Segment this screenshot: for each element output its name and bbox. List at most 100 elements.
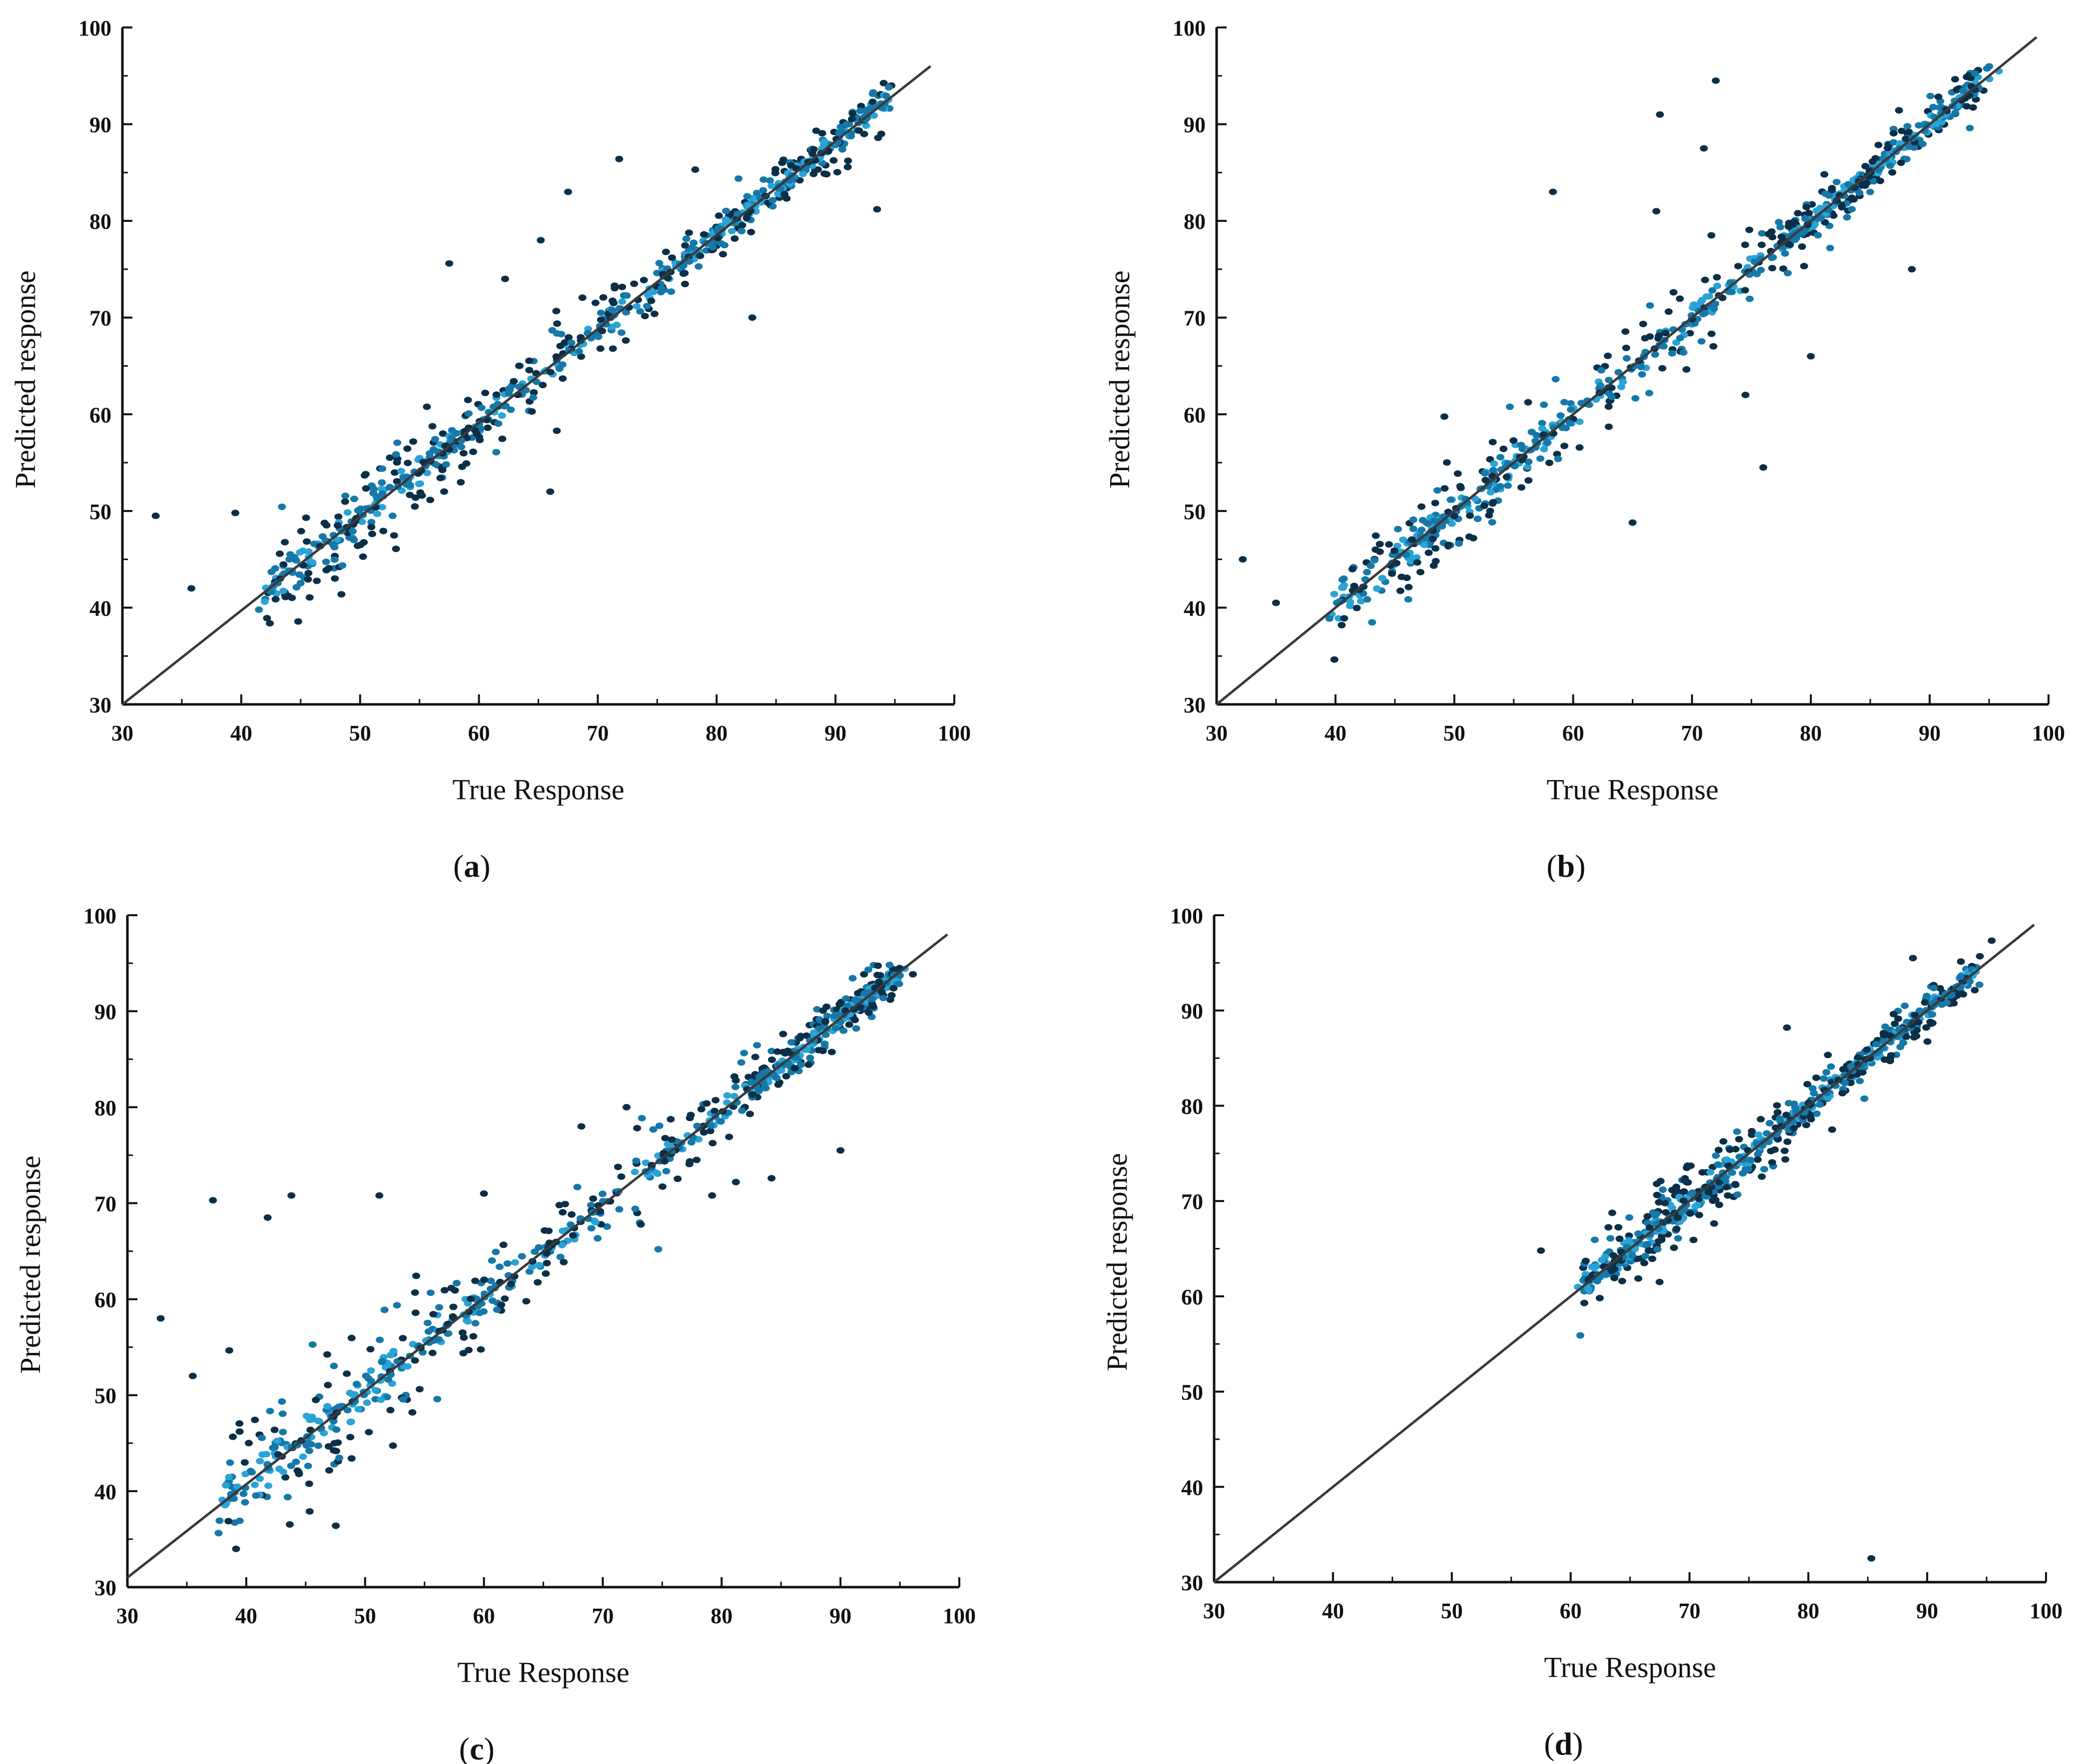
data-point — [392, 546, 400, 553]
outlier-point — [1807, 353, 1815, 360]
data-point — [1560, 399, 1568, 406]
outlier-point — [472, 430, 481, 437]
data-point — [1679, 349, 1688, 356]
data-point — [391, 469, 399, 476]
y-axis-title: Predicted response — [1101, 1153, 1133, 1371]
data-point — [258, 1451, 267, 1458]
data-point — [1784, 240, 1793, 247]
data-point — [258, 1434, 266, 1441]
data-point — [1646, 302, 1654, 309]
data-point — [1884, 144, 1892, 151]
data-point — [296, 549, 304, 556]
data-point — [534, 1279, 542, 1286]
data-point — [1523, 464, 1532, 471]
scatter-chart-a: 30 40 50 60 70 80 90 100 30 40 50 60 70 80 90 100 True R… — [9, 16, 971, 882]
data-point — [1346, 602, 1354, 609]
data-point — [1829, 212, 1838, 219]
data-point — [1919, 140, 1927, 147]
data-point — [487, 1277, 495, 1284]
data-point — [895, 981, 903, 987]
data-point — [833, 1006, 841, 1013]
data-point — [378, 479, 386, 486]
data-point — [436, 475, 445, 482]
data-point — [1598, 1256, 1606, 1263]
data-point — [1325, 615, 1334, 622]
data-point — [256, 1475, 264, 1482]
data-point — [1428, 536, 1437, 543]
data-point — [386, 1407, 395, 1414]
data-point — [1625, 1214, 1633, 1221]
data-point — [1604, 403, 1613, 410]
data-point — [1524, 458, 1533, 465]
data-point — [1767, 228, 1776, 235]
data-point — [305, 1447, 314, 1454]
data-point — [1886, 162, 1895, 169]
data-point — [320, 520, 329, 527]
data-point — [1442, 459, 1451, 466]
data-point — [668, 254, 676, 261]
data-point — [1431, 558, 1440, 565]
data-point — [1951, 76, 1959, 83]
data-point — [477, 1346, 485, 1353]
data-point — [334, 1439, 342, 1446]
panel-a: 30 40 50 60 70 80 90 100 30 40 50 60 70 80 90 100 True R… — [0, 0, 1039, 882]
outlier-point — [263, 1214, 272, 1221]
data-point — [1923, 993, 1931, 1000]
data-point — [1527, 429, 1536, 436]
data-point — [518, 1253, 526, 1260]
data-point — [638, 1115, 646, 1122]
data-point — [367, 1367, 375, 1374]
data-point — [1338, 576, 1347, 583]
x-tick-label: 100 — [943, 1604, 976, 1628]
data-point — [408, 1409, 417, 1416]
outlier-point — [564, 188, 572, 195]
data-point — [608, 307, 616, 313]
scatter-points — [151, 79, 896, 627]
data-point — [1604, 352, 1612, 359]
data-point — [845, 1021, 853, 1028]
data-point — [654, 1246, 663, 1253]
data-point — [742, 214, 751, 221]
reference-line — [1216, 36, 2038, 705]
data-point — [1876, 177, 1885, 184]
outlier-point — [1549, 188, 1557, 195]
data-point — [1454, 540, 1463, 547]
data-point — [1372, 532, 1380, 539]
data-point — [273, 1437, 281, 1444]
data-point — [507, 1280, 515, 1287]
data-point — [1469, 535, 1477, 542]
data-point — [1653, 1180, 1661, 1187]
data-point — [367, 524, 376, 531]
data-point — [622, 309, 631, 316]
data-point — [406, 492, 414, 499]
data-point — [565, 334, 573, 341]
data-point — [222, 1482, 230, 1489]
data-point — [657, 285, 666, 292]
data-point — [435, 1336, 443, 1343]
data-point — [1672, 339, 1680, 346]
data-point — [386, 454, 394, 461]
data-point — [1930, 985, 1938, 992]
data-point — [1363, 569, 1371, 576]
data-point — [438, 467, 447, 474]
data-point — [1661, 330, 1670, 337]
data-point — [266, 1408, 274, 1414]
data-point — [442, 461, 450, 468]
data-point — [1604, 1224, 1613, 1231]
data-point — [1417, 527, 1426, 534]
data-point — [458, 1329, 467, 1336]
data-point — [643, 303, 651, 310]
data-point — [1388, 570, 1396, 577]
data-point — [682, 235, 691, 242]
data-point — [341, 498, 349, 505]
data-point — [1860, 1095, 1869, 1102]
data-point — [313, 578, 321, 585]
data-point — [555, 365, 564, 372]
data-point — [522, 1298, 531, 1305]
data-point — [774, 190, 782, 197]
data-point — [1758, 1173, 1766, 1180]
data-point — [575, 348, 583, 355]
data-point — [876, 972, 884, 979]
x-tick-label: 30 — [1203, 1599, 1225, 1623]
data-point — [633, 1125, 642, 1132]
